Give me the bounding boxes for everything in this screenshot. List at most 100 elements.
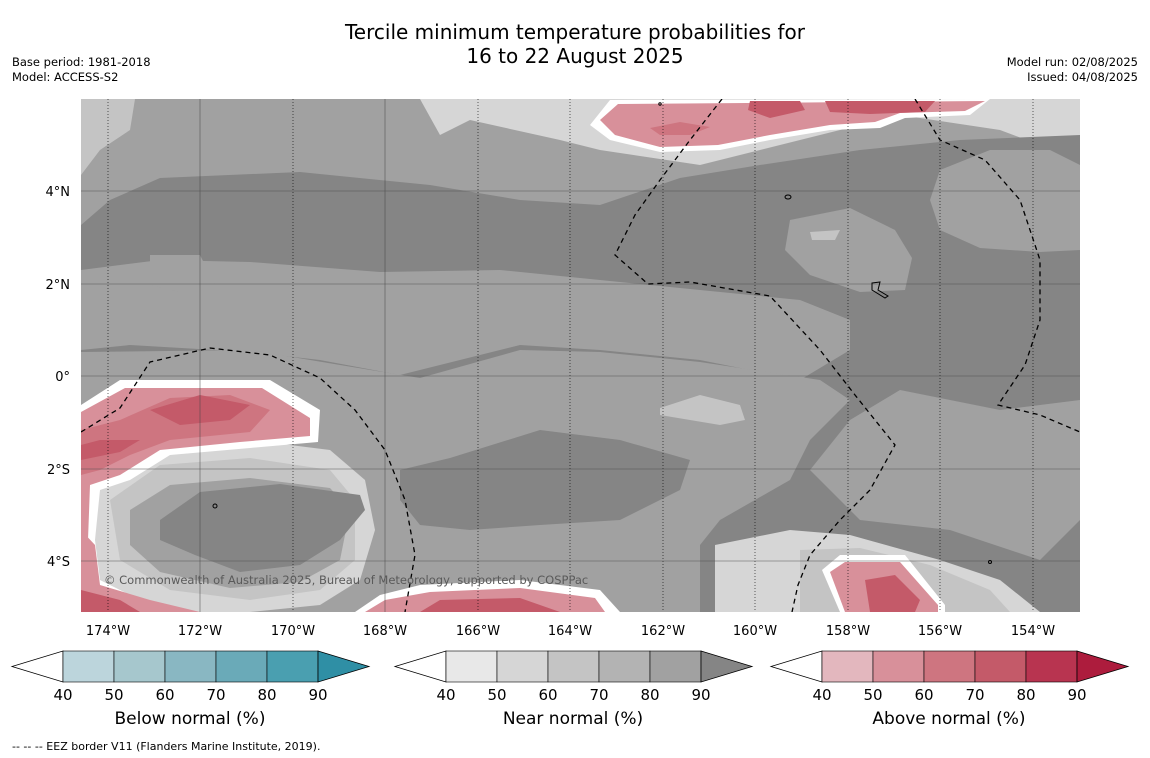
footer-note: -- -- -- EEZ border V11 (Flanders Marine… [12, 740, 321, 753]
colorbar-segment [215, 650, 268, 683]
island-outline [658, 102, 662, 106]
above-70-se [865, 575, 920, 612]
colorbar-tick-label: 60 [155, 686, 174, 704]
near-60-central-patch [660, 395, 745, 425]
lon-label: 172°W [178, 624, 222, 639]
near-60-patch-east [810, 230, 840, 240]
colorbar-segment [164, 650, 217, 683]
near-80-south-central [400, 430, 690, 530]
graticule [81, 99, 1080, 612]
colorbar-segment [547, 650, 600, 683]
lat-label: 4°S [47, 555, 70, 570]
eez-borders [81, 99, 1080, 612]
title-line-2: 16 to 22 August 2025 [466, 44, 684, 68]
lat-axis-labels: 4°N 2°N 0° 2°S 4°S [46, 185, 71, 570]
island-outline [988, 560, 992, 564]
colorbar-segment [62, 650, 115, 683]
above-70-ne-2 [825, 101, 935, 114]
colorbar-tick-label: 90 [1067, 686, 1086, 704]
colorbar-title-near: Near normal (%) [502, 709, 644, 729]
base-period: Base period: 1981-2018 [12, 55, 151, 69]
map-title: Tercile minimum temperature probabilitie… [0, 20, 1150, 68]
colorbar-tick-label: 70 [589, 686, 608, 704]
colorbar-tick-label: 40 [812, 686, 831, 704]
colorbar-extend-low [393, 650, 447, 683]
colorbar-near-normal: 40 50 60 70 80 90 [393, 650, 754, 704]
near-70-patch-east [785, 208, 912, 292]
colorbar-tick-label: 60 [914, 686, 933, 704]
lon-label: 158°W [826, 624, 870, 639]
colorbar-extend-high [1076, 650, 1130, 683]
lat-label: 2°N [46, 278, 71, 293]
colorbar-below-normal: 40 50 60 70 80 90 [10, 650, 371, 704]
colorbar-extend-low [10, 650, 64, 683]
colorbar-segment [923, 650, 976, 683]
model-name: Model: ACCESS-S2 [12, 70, 119, 84]
colorbar-tick-label: 40 [436, 686, 455, 704]
lon-label: 160°W [733, 624, 777, 639]
colorbar-tick-label: 90 [691, 686, 710, 704]
issued-date: Issued: 04/08/2025 [1027, 70, 1138, 84]
colorbar-segment [598, 650, 651, 683]
lat-label: 4°N [46, 185, 71, 200]
island-outline [784, 194, 792, 200]
islands [212, 102, 992, 564]
colorbar-extend-high [700, 650, 754, 683]
colorbar-segment [1025, 650, 1078, 683]
colorbar-tick-label: 60 [538, 686, 557, 704]
lon-label: 174°W [86, 624, 130, 639]
colorbar-tick-label: 70 [965, 686, 984, 704]
colorbar-segment [974, 650, 1027, 683]
colorbar-segment [113, 650, 166, 683]
colorbar-tick-label: 90 [308, 686, 327, 704]
lon-axis-labels: 174°W 172°W 170°W 168°W 166°W 164°W 162°… [86, 624, 1055, 639]
colorbar-tick-label: 40 [53, 686, 72, 704]
island-outline [871, 281, 889, 299]
meta-right: Model run: 02/08/2025 Issued: 04/08/2025 [1007, 55, 1138, 85]
eez-border-line [914, 99, 1080, 433]
colorbar-title-below: Below normal (%) [114, 709, 266, 729]
colorbar-title-above: Above normal (%) [872, 709, 1026, 729]
colorbar-above-normal: 40 50 60 70 80 90 [769, 650, 1130, 704]
model-run: Model run: 02/08/2025 [1006, 55, 1138, 69]
colorbar-tick-label: 50 [863, 686, 882, 704]
colorbar-segment [266, 650, 319, 683]
colorbar-extend-low [769, 650, 823, 683]
above-60-ne [650, 122, 710, 135]
colorbar-segment [821, 650, 874, 683]
above-70-south [420, 598, 560, 612]
above-sw-corner [81, 530, 200, 612]
eez-border-line [614, 99, 896, 612]
colorbar-tick-label: 80 [257, 686, 276, 704]
near-70-patch-far-east [930, 150, 1080, 252]
lat-label: 0° [55, 370, 70, 385]
near-60-top-left [81, 99, 135, 175]
lon-label: 156°W [918, 624, 962, 639]
colorbar-tick-label: 50 [487, 686, 506, 704]
lon-label: 170°W [271, 624, 315, 639]
lon-label: 154°W [1011, 624, 1055, 639]
island-outline [212, 503, 218, 509]
near-80-sw-core [160, 484, 365, 572]
lat-label: 2°S [47, 463, 70, 478]
above-70-sw-corner [81, 590, 140, 612]
colorbar-tick-label: 50 [104, 686, 123, 704]
colorbar-tick-label: 80 [1016, 686, 1035, 704]
colorbar-segment [649, 650, 702, 683]
map-plot-area: © Commonwealth of Australia 2025, Bureau… [81, 99, 1080, 612]
colorbar-tick-label: 70 [206, 686, 225, 704]
eez-border-line [81, 347, 416, 612]
lon-label: 166°W [456, 624, 500, 639]
colorbar-extend-high [317, 650, 371, 683]
lon-label: 164°W [548, 624, 592, 639]
above-70-west [81, 440, 140, 460]
meta-left: Base period: 1981-2018 Model: ACCESS-S2 [12, 55, 151, 85]
colorbar-tick-label: 80 [640, 686, 659, 704]
colorbar-segment [872, 650, 925, 683]
colorbar-segment [445, 650, 498, 683]
lon-label: 162°W [641, 624, 685, 639]
copyright-text: © Commonwealth of Australia 2025, Bureau… [104, 573, 588, 587]
above-70-ne-1 [748, 101, 805, 118]
title-line-1: Tercile minimum temperature probabilitie… [344, 20, 806, 44]
